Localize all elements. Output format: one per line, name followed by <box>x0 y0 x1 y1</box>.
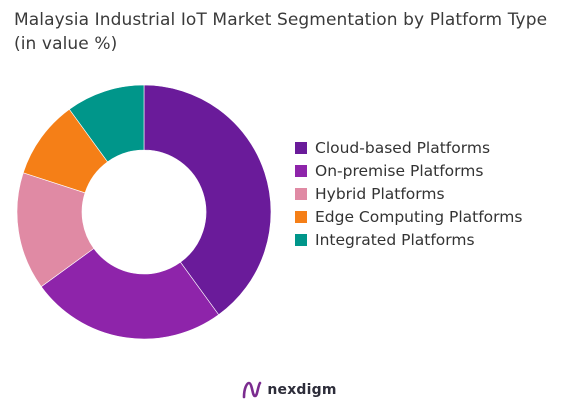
legend-item: Edge Computing Platforms <box>295 205 522 228</box>
donut-slices <box>16 84 272 340</box>
legend-swatch <box>295 187 307 200</box>
legend-swatch <box>295 164 307 177</box>
legend-item: Hybrid Platforms <box>295 182 522 205</box>
donut-slice-cloud-based-platforms <box>143 84 272 316</box>
legend-swatch <box>295 141 307 154</box>
donut-slice-integrated-platforms <box>68 84 145 163</box>
legend-label: Integrated Platforms <box>315 230 475 249</box>
brand-name: nexdigm <box>267 382 337 398</box>
legend-swatch <box>295 233 307 246</box>
legend-swatch <box>295 210 307 223</box>
legend-item: Integrated Platforms <box>295 228 522 251</box>
legend-label: Hybrid Platforms <box>315 184 445 203</box>
legend-label: Cloud-based Platforms <box>315 138 491 157</box>
nexdigm-logo-icon <box>243 381 262 399</box>
legend-label: Edge Computing Platforms <box>315 207 523 226</box>
legend-item: On-premise Platforms <box>295 159 522 182</box>
legend-item: Cloud-based Platforms <box>295 136 522 159</box>
chart-legend: Cloud-based Platforms On-premise Platform… <box>295 136 522 251</box>
legend-label: On-premise Platforms <box>315 161 484 180</box>
donut-slice-on-premise-platforms <box>40 248 220 340</box>
brand-footer: nexdigm <box>0 380 578 400</box>
chart-title: Malaysia Industrial IoT Market Segmentat… <box>14 10 548 54</box>
